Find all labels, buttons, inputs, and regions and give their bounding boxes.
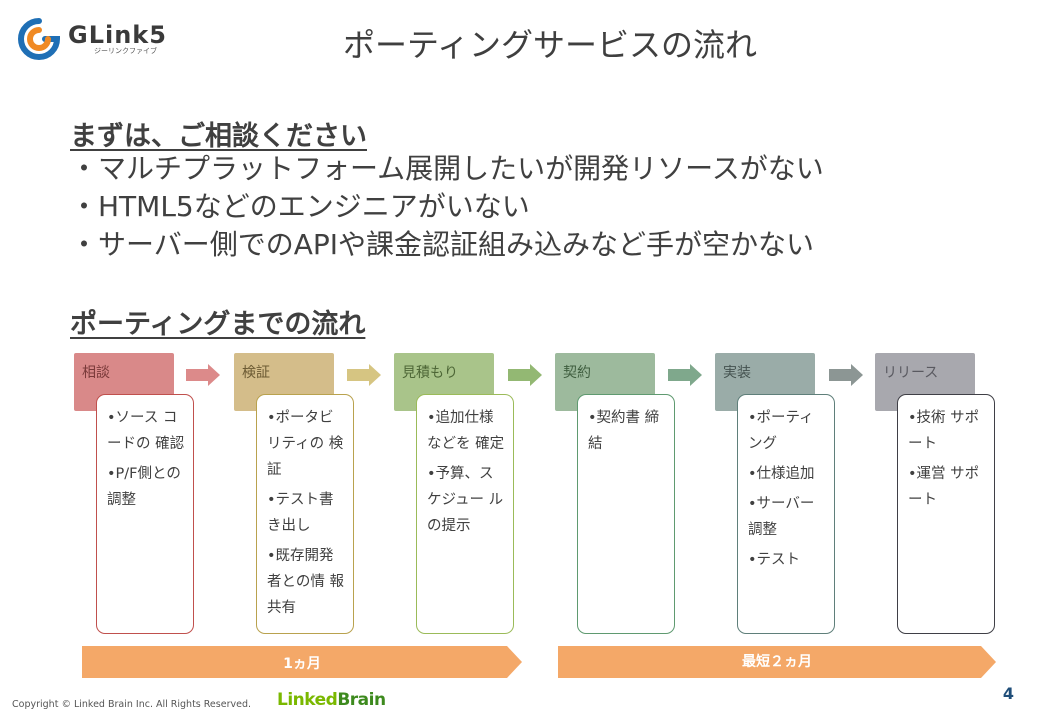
step-detail-item: •P/F側との 調整 [107,466,181,508]
flow-arrow-icon [668,364,702,386]
needs-list: ・マルチプラットフォーム展開したいが開発リソースがない ・HTML5などのエンジ… [70,150,824,264]
step-detail-item: •ポーティ ング [748,410,814,452]
timeline-arrow-shape [82,646,522,678]
step-detail-item: •サーバー 調整 [748,496,815,538]
need-item: ・マルチプラットフォーム展開したいが開発リソースがない [70,152,824,185]
step-detail-box: •追加仕様 などを 確定 •予算、ス ケジュー ルの提示 [416,394,514,634]
page-number: 4 [1002,684,1014,703]
step-detail-item: •仕様追加 [748,466,815,482]
timeline-label: 1ヵ月 [283,656,321,672]
step-detail-item: •テスト書 き出し [267,492,334,534]
step-detail-box: •ソース コードの 確認 •P/F側との 調整 [96,394,194,634]
linkedbrain-logo: LinkedBrain [277,690,386,710]
timeline-bar-2: 最短２ヵ月 [558,646,996,678]
step-detail-item: •運営 サポート [908,466,980,508]
step-detail-item: •予算、ス ケジュー ルの提示 [427,466,504,534]
timeline-bar-1: 1ヵ月 [82,646,522,678]
timeline-label: 最短２ヵ月 [742,654,812,670]
step-detail-item: •ソース コードの 確認 [107,410,185,452]
step-detail-item: •追加仕様 などを 確定 [427,410,505,452]
step-detail-box: •ポータビ リティの 検証 •テスト書 き出し •既存開発 者との情 報共有 [256,394,354,634]
step-detail-item: •ポータビ リティの 検証 [267,410,344,478]
timeline-arrow-shape [558,646,996,678]
flow-arrow-icon [186,364,220,386]
need-item: ・HTML5などのエンジニアがいない [70,190,530,223]
step-detail-box: •契約書 締結 [577,394,675,634]
step-detail-box: •ポーティ ング •仕様追加 •サーバー 調整 •テスト [737,394,835,634]
section2-heading: ポーティングまでの流れ [70,309,366,340]
logo-sub: ジーリンクファイブ [94,46,157,55]
copyright: Copyright © Linked Brain Inc. All Rights… [12,699,251,710]
glink5-logo: GLink5 ジーリンクファイブ [18,18,167,60]
glink5-logo-icon [18,18,60,60]
flow-arrow-icon [347,364,381,386]
flow-arrow-icon [508,364,542,386]
step-detail-item: •既存開発 者との情 報共有 [267,548,344,616]
step-detail-item: •契約書 締結 [588,410,660,452]
step-detail-item: •テスト [748,552,801,568]
logo-name: GLink5 [68,20,167,49]
step-detail-item: •技術 サポート [908,410,980,452]
need-item: ・サーバー側でのAPIや課金認証組み込みなど手が空かない [70,228,815,261]
step-detail-box: •技術 サポート •運営 サポート [897,394,995,634]
flow-arrow-icon [829,364,863,386]
slide-title: ポーティングサービスの流れ [342,26,758,64]
section1-heading: まずは、ご相談ください [70,121,367,152]
